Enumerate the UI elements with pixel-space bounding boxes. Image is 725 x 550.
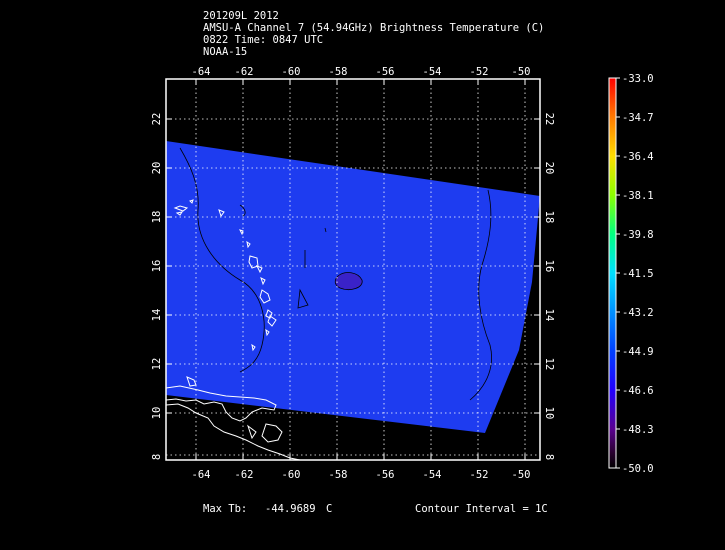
lat-label-right: 22 (543, 113, 555, 126)
colorbar-label: -34.7 (622, 112, 654, 124)
colorbar-label: -46.6 (622, 385, 654, 397)
header-time: 0822 Time: 0847 UTC (203, 34, 324, 46)
lat-label-left: 14 (151, 309, 163, 322)
lon-label-bottom: -62 (235, 469, 254, 481)
colorbar-label: -33.0 (622, 73, 654, 85)
coastlines (166, 199, 301, 460)
colorbar-label: -50.0 (622, 463, 654, 475)
lon-label-top: -54 (423, 66, 442, 78)
lat-label-right: 20 (543, 162, 555, 175)
header-title: 201209L 2012 (203, 10, 279, 22)
colorbar-label: -41.5 (622, 268, 654, 280)
colorbar-label: -38.1 (622, 190, 654, 202)
lon-label-top: -58 (329, 66, 348, 78)
lat-label-left: 8 (151, 454, 163, 460)
colorbar (608, 77, 617, 469)
colorbar-label: -43.2 (622, 307, 654, 319)
lat-label-left: 10 (151, 407, 163, 420)
lat-label-left: 22 (151, 113, 163, 126)
temperature-contours (179, 147, 492, 401)
tick-marks (166, 79, 540, 460)
max-tb-unit: C (326, 503, 333, 515)
lon-label-bottom: -64 (192, 469, 211, 481)
lon-label-bottom: -58 (329, 469, 348, 481)
colorbar-label: -39.8 (622, 229, 654, 241)
lon-label-bottom: -56 (376, 469, 395, 481)
header-channel: AMSU-A Channel 7 (54.94GHz) Brightness T… (203, 22, 545, 34)
max-tb-label: Max Tb: (203, 503, 248, 515)
lat-label-left: 12 (151, 358, 163, 371)
lon-label-bottom: -50 (512, 469, 531, 481)
lat-label-right: 12 (543, 358, 555, 371)
lon-label-top: -50 (512, 66, 531, 78)
lon-label-top: -64 (192, 66, 211, 78)
lat-label-right: 16 (543, 260, 555, 273)
colorbar-label: -36.4 (622, 151, 654, 163)
lat-label-right: 18 (543, 211, 555, 224)
colorbar-ticks (616, 77, 620, 469)
lon-label-bottom: -54 (423, 469, 442, 481)
lat-label-right: 8 (543, 454, 555, 460)
lon-label-bottom: -60 (282, 469, 301, 481)
lat-label-left: 16 (151, 260, 163, 273)
grid-lines (166, 79, 540, 460)
lon-label-top: -62 (235, 66, 254, 78)
lon-label-top: -52 (470, 66, 489, 78)
lat-label-right: 10 (543, 407, 555, 420)
lon-label-bottom: -52 (470, 469, 489, 481)
lon-label-top: -60 (282, 66, 301, 78)
lat-label-left: 18 (151, 211, 163, 224)
lon-label-top: -56 (376, 66, 395, 78)
max-tb-value: -44.9689 (265, 503, 316, 515)
header-satellite: NOAA-15 (203, 46, 248, 58)
colorbar-label: -48.3 (622, 424, 654, 436)
lat-label-right: 14 (543, 309, 555, 322)
colorbar-label: -44.9 (622, 346, 654, 358)
contour-interval: Contour Interval = 1C (415, 503, 548, 515)
lat-label-left: 20 (151, 162, 163, 175)
plot-frame (165, 78, 541, 461)
